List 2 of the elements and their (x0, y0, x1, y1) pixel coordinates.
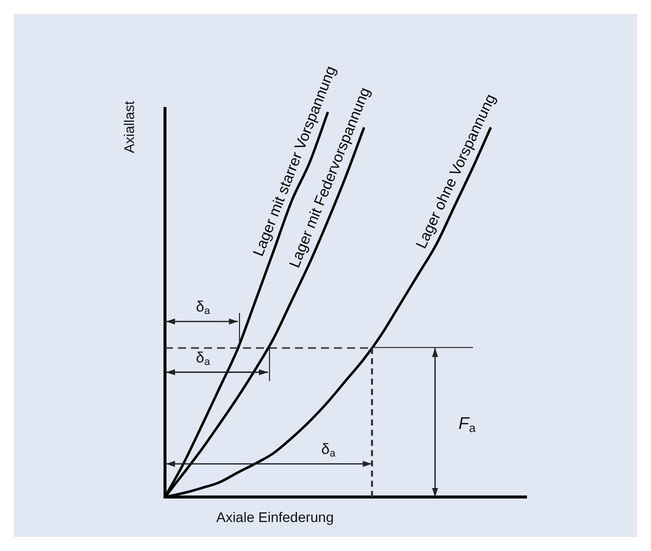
x-axis-title: Axiale Einfederung (216, 508, 334, 525)
y-axis-title: Axiallast (120, 100, 137, 154)
